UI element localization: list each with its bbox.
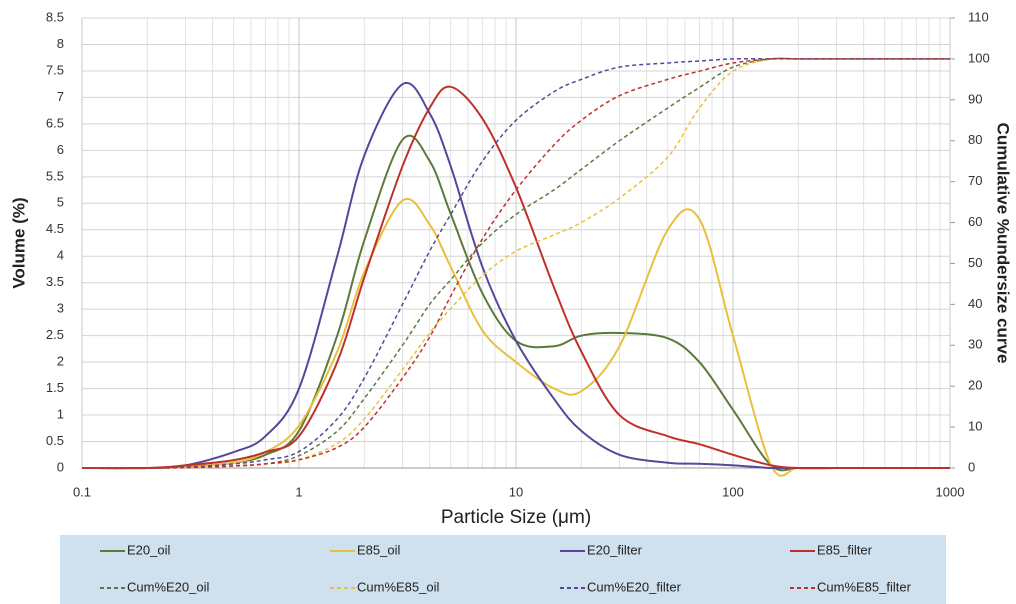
y-tick-label: 4.5 <box>46 221 64 236</box>
legend-background <box>60 535 946 604</box>
y-tick-label: 1.5 <box>46 380 64 395</box>
y2-tick-label: 100 <box>968 50 990 65</box>
legend-label: Cum%E85_oil <box>357 579 439 594</box>
y2-axis-title: Cumulative %undersize curve <box>994 123 1013 364</box>
y2-tick-label: 80 <box>968 132 982 147</box>
series-line <box>81 81 950 470</box>
y-tick-label: 3 <box>57 301 64 316</box>
y-tick-label: 8 <box>57 36 64 51</box>
legend-label: Cum%E85_filter <box>817 579 912 594</box>
legend-label: E20_filter <box>587 542 643 557</box>
y2-tick-label: 30 <box>968 337 982 352</box>
y-tick-label: 6.5 <box>46 115 64 130</box>
y2-tick-label: 20 <box>968 378 982 393</box>
y-tick-label: 2.5 <box>46 327 64 342</box>
y-tick-label: 7.5 <box>46 62 64 77</box>
y-tick-label: 6 <box>57 142 64 157</box>
legend-label: E85_filter <box>817 542 873 557</box>
legend-label: Cum%E20_oil <box>127 579 209 594</box>
y-tick-label: 7 <box>57 89 64 104</box>
y-tick-label: 4 <box>57 248 64 263</box>
y2-tick-label: 40 <box>968 296 982 311</box>
x-axis-title: Particle Size (μm) <box>441 507 591 528</box>
x-tick-label: 100 <box>722 484 744 499</box>
y-axis-title: Volume (%) <box>9 197 28 288</box>
x-tick-label: 0.1 <box>73 484 91 499</box>
y2-tick-label: 90 <box>968 91 982 106</box>
y2-tick-label: 70 <box>968 173 982 188</box>
y2-tick-label: 60 <box>968 214 982 229</box>
y2-tick-label: 110 <box>968 9 989 24</box>
series-line <box>81 57 950 469</box>
legend-label: Cum%E20_filter <box>587 579 682 594</box>
y-tick-label: 0.5 <box>46 433 64 448</box>
y-tick-label: 0 <box>57 459 64 474</box>
series-line <box>81 85 950 470</box>
y2-tick-label: 50 <box>968 255 982 270</box>
y-tick-label: 1 <box>57 406 64 421</box>
series-line <box>81 57 950 469</box>
y-tick-label: 5.5 <box>46 168 64 183</box>
y2-tick-label: 10 <box>968 419 982 434</box>
y2-tick-label: 0 <box>968 459 975 474</box>
x-tick-label: 10 <box>509 484 523 499</box>
y-tick-label: 3.5 <box>46 274 64 289</box>
y-tick-label: 5 <box>57 195 64 210</box>
x-tick-label: 1 <box>295 484 302 499</box>
y-tick-label: 2 <box>57 354 64 369</box>
legend-label: E85_oil <box>357 542 400 557</box>
y-tick-label: 8.5 <box>46 9 64 24</box>
x-tick-label: 1000 <box>936 484 965 499</box>
legend-label: E20_oil <box>127 542 170 557</box>
